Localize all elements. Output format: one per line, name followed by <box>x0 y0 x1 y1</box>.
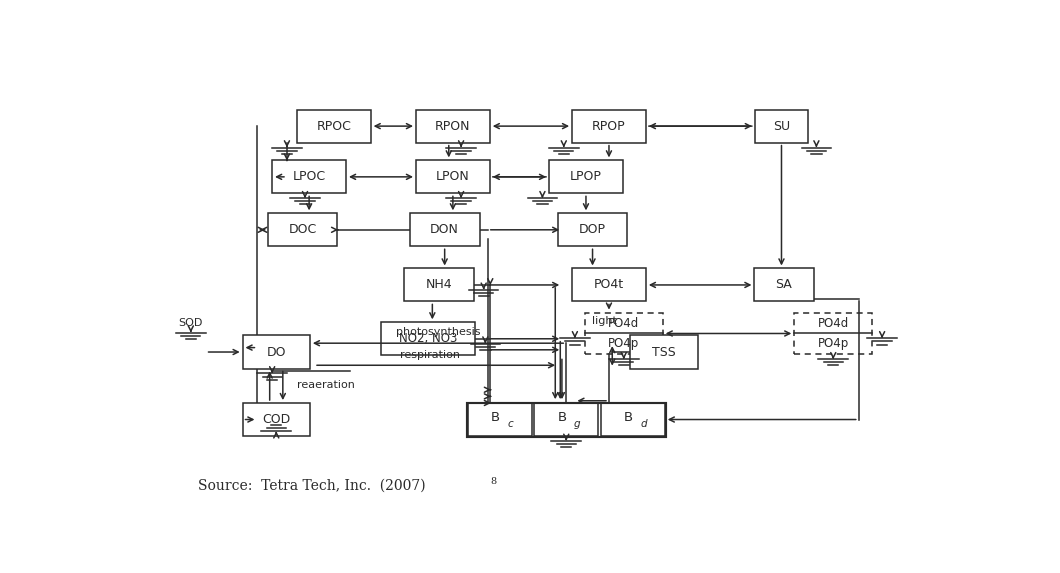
Text: g: g <box>573 419 580 429</box>
Bar <box>631 335 697 368</box>
Text: photosynthesis: photosynthesis <box>395 327 480 336</box>
Text: PO4d: PO4d <box>817 316 849 329</box>
Text: RPOC: RPOC <box>316 120 351 132</box>
Bar <box>794 312 872 355</box>
Text: 8: 8 <box>491 477 497 486</box>
Text: NH4: NH4 <box>426 278 453 292</box>
Bar <box>534 403 598 436</box>
Bar <box>416 109 490 143</box>
Text: SOD: SOD <box>179 318 204 328</box>
Text: RPON: RPON <box>436 120 471 132</box>
Text: light: light <box>591 316 617 327</box>
Bar <box>585 312 662 355</box>
Bar <box>267 213 337 246</box>
Bar <box>272 160 346 194</box>
Text: NO2, NO3: NO2, NO3 <box>399 332 458 346</box>
Text: B: B <box>491 411 500 424</box>
Text: PO4p: PO4p <box>817 337 849 351</box>
Text: PO4t: PO4t <box>594 278 624 292</box>
Bar <box>404 268 474 301</box>
Text: TSS: TSS <box>652 346 676 359</box>
Text: LPON: LPON <box>436 170 470 183</box>
Bar <box>466 403 666 437</box>
Bar <box>755 109 808 143</box>
Bar <box>755 268 813 301</box>
Text: PO4d: PO4d <box>608 316 639 329</box>
Bar <box>572 109 646 143</box>
Text: LPOC: LPOC <box>293 170 325 183</box>
Bar <box>572 268 646 301</box>
Text: c: c <box>508 419 513 429</box>
Bar <box>243 335 310 368</box>
Text: DOP: DOP <box>579 223 606 236</box>
Text: RPOP: RPOP <box>593 120 625 132</box>
Text: Source:  Tetra Tech, Inc.  (2007): Source: Tetra Tech, Inc. (2007) <box>198 478 426 492</box>
Text: DOC: DOC <box>288 223 317 236</box>
Text: SA: SA <box>776 278 792 292</box>
Text: d: d <box>640 419 647 429</box>
Text: reaeration: reaeration <box>297 379 355 390</box>
Bar <box>243 403 310 436</box>
Bar <box>549 160 623 194</box>
Bar <box>297 109 371 143</box>
Bar <box>601 403 665 436</box>
Text: B: B <box>558 411 567 424</box>
Bar <box>381 322 476 355</box>
Text: DON: DON <box>430 223 459 236</box>
Text: LPOP: LPOP <box>570 170 602 183</box>
Text: DO: DO <box>266 346 286 359</box>
Text: PO4p: PO4p <box>608 337 639 351</box>
Text: SU: SU <box>773 120 790 132</box>
Text: respiration: respiration <box>400 350 460 360</box>
Text: COD: COD <box>262 413 290 426</box>
Bar <box>558 213 628 246</box>
Bar <box>467 403 532 436</box>
Text: B: B <box>624 411 633 424</box>
Bar <box>416 160 490 194</box>
Bar <box>410 213 479 246</box>
